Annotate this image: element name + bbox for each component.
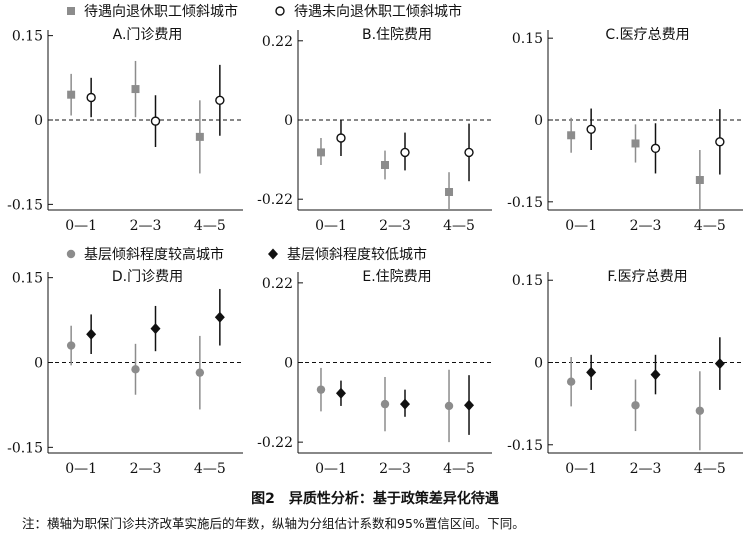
estimate-point (567, 131, 576, 140)
estimate-point (444, 401, 454, 411)
y-tick-label: -0.22 (257, 192, 293, 208)
legend: 待遇向退休职工倾斜城市 待遇未向退休职工倾斜城市 (67, 3, 462, 20)
estimate-point (316, 148, 325, 157)
figure-note: 注：横轴为职保门诊共济改革实施后的年数，纵轴为分组估计系数和95%置信区间。下同… (22, 516, 525, 531)
legend-marker (275, 6, 285, 16)
estimate-point (464, 147, 474, 158)
x-tick-label: 2—3 (379, 461, 411, 477)
chart-panel: 0.22 0 -0.22 0—1 2—3 4—5 E.住院费用 (257, 269, 492, 477)
x-tick-label: 0—1 (65, 218, 97, 234)
estimate-point (715, 137, 725, 147)
y-tick-label: -0.15 (7, 440, 43, 456)
panel-title: A.门诊费用 (113, 27, 183, 43)
estimate-point (131, 85, 140, 94)
estimate-point (695, 176, 704, 184)
estimate-point (195, 132, 204, 141)
legend-label: 待遇未向退休职工倾斜城市 (294, 3, 462, 20)
panel-title: C.医疗总费用 (605, 27, 689, 43)
y-tick-label: 0 (534, 356, 543, 372)
x-tick-label: 4—5 (194, 218, 226, 234)
x-tick-label: 2—3 (379, 218, 411, 234)
y-tick-label: 0.15 (12, 271, 43, 287)
x-tick-label: 2—3 (630, 218, 662, 234)
x-tick-label: 0—1 (315, 218, 347, 234)
x-tick-label: 0—1 (565, 218, 597, 234)
estimate-point (586, 124, 596, 134)
estimate-point (336, 133, 346, 143)
estimate-point (631, 139, 640, 148)
x-tick-label: 2—3 (630, 461, 662, 477)
estimate-point (650, 143, 661, 154)
x-tick-label: 4—5 (694, 218, 726, 234)
legend: 基层倾斜程度较高城市 基层倾斜程度较低城市 (66, 246, 427, 263)
y-tick-label: 0.15 (512, 31, 543, 47)
x-tick-label: 0—1 (565, 461, 597, 477)
y-tick-label: 0.15 (12, 29, 43, 45)
chart-panel: 0.15 0 -0.15 0—1 2—3 4—5 A.门诊费用 (7, 27, 243, 234)
y-tick-label: -0.15 (507, 438, 543, 454)
chart-panel: 0.15 0 -0.15 0—1 2—3 4—5 D.门诊费用 (7, 269, 243, 477)
estimate-point (381, 161, 389, 169)
estimate-point (380, 399, 390, 409)
estimate-point (714, 358, 725, 370)
estimate-point (86, 92, 96, 103)
estimate-point (66, 341, 76, 350)
estimate-point (586, 366, 597, 378)
estimate-point (400, 398, 410, 410)
legend-marker (66, 249, 76, 259)
panel-title: B.住院费用 (362, 27, 432, 43)
estimate-point (695, 406, 705, 415)
estimate-point (67, 90, 76, 99)
y-tick-label: 0.22 (262, 34, 293, 50)
legend-marker (268, 248, 278, 260)
x-tick-label: 0—1 (65, 461, 97, 477)
y-tick-label: 0 (34, 113, 43, 129)
legend-marker (67, 7, 75, 15)
estimate-point (86, 328, 97, 340)
legend-label: 基层倾斜程度较低城市 (287, 246, 427, 263)
y-tick-label: 0 (534, 113, 543, 129)
x-tick-label: 4—5 (443, 461, 475, 477)
estimate-point (150, 116, 161, 126)
estimate-point (335, 387, 346, 399)
estimate-point (566, 377, 576, 386)
y-tick-label: 0 (284, 356, 293, 372)
panel-title: F.医疗总费用 (607, 269, 687, 285)
y-tick-label: 0.22 (262, 276, 293, 292)
x-tick-label: 2—3 (130, 461, 162, 477)
panel-title: E.住院费用 (362, 269, 431, 285)
x-tick-label: 0—1 (315, 461, 347, 477)
x-tick-label: 4—5 (194, 461, 226, 477)
figure-caption: 图2 异质性分析：基于政策差异化待遇 (251, 491, 499, 507)
estimate-point (131, 365, 140, 374)
legend-label: 待遇向退休职工倾斜城市 (84, 3, 238, 20)
x-tick-label: 4—5 (443, 218, 475, 234)
y-tick-label: -0.15 (507, 195, 543, 211)
panel-title: D.门诊费用 (112, 269, 183, 285)
y-tick-label: -0.15 (7, 197, 43, 213)
estimate-point (316, 385, 326, 394)
x-tick-label: 2—3 (130, 218, 162, 234)
estimate-point (631, 401, 640, 410)
chart-panel: 0.15 0 -0.15 0—1 2—3 4—5 C.医疗总费用 (507, 27, 743, 234)
y-tick-label: -0.22 (257, 435, 293, 451)
estimate-point (650, 369, 661, 381)
chart-panel: 0.15 0 -0.15 0—1 2—3 4—5 F.医疗总费用 (507, 269, 743, 477)
estimate-point (150, 323, 161, 335)
y-tick-label: 0 (34, 356, 43, 372)
estimate-point (195, 368, 205, 377)
estimate-point (445, 188, 454, 196)
x-tick-label: 4—5 (694, 461, 726, 477)
estimate-point (215, 95, 225, 106)
y-tick-label: 0 (284, 113, 293, 129)
estimate-point (400, 147, 410, 158)
estimate-point (214, 311, 225, 323)
y-tick-label: 0.15 (512, 273, 543, 289)
estimate-point (464, 399, 475, 411)
chart-panel: 0.22 0 -0.22 0—1 2—3 4—5 B.住院费用 (257, 27, 492, 234)
legend-label: 基层倾斜程度较高城市 (84, 246, 224, 263)
